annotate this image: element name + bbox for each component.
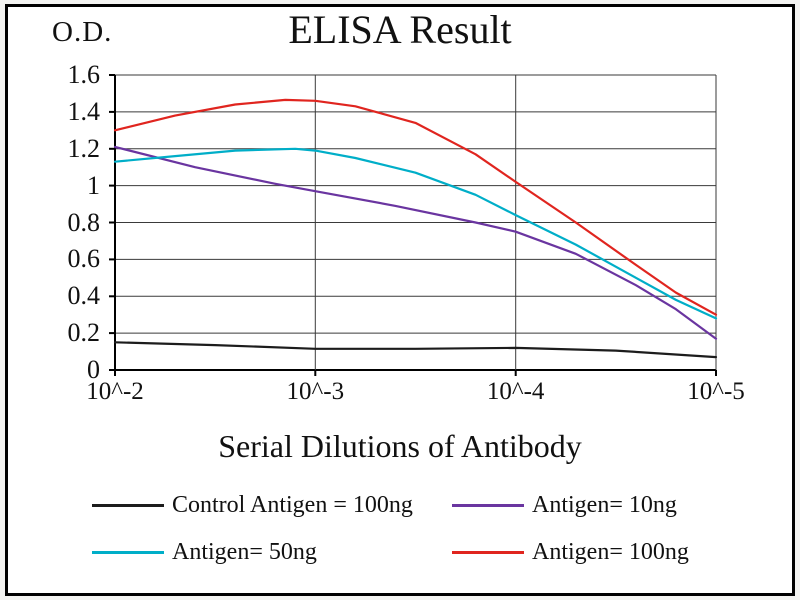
y-tick-label: 0.8: [67, 207, 101, 237]
legend-label: Antigen= 50ng: [172, 539, 317, 565]
legend-item-antigen-50ng: Antigen= 50ng: [92, 539, 452, 566]
y-tick-label: 0.4: [67, 281, 101, 311]
legend-item-antigen-100ng: Antigen= 100ng: [452, 539, 742, 566]
x-tick-label: 10^-5: [687, 378, 745, 405]
y-tick-label: 0.2: [67, 318, 101, 348]
legend-line-sample: [452, 504, 524, 507]
plot-area: [109, 74, 718, 376]
legend-line-sample: [452, 551, 524, 554]
legend-item-antigen-10ng: Antigen= 10ng: [452, 492, 742, 519]
x-axis-title: Serial Dilutions of Antibody: [218, 428, 582, 464]
y-tick-label: 0.6: [67, 244, 101, 274]
series-line-antigen-100ng: [113, 98, 718, 316]
y-tick-label: 1.6: [67, 60, 101, 89]
y-tick-label: 1.4: [67, 96, 101, 126]
y-tick-label: 0: [87, 355, 100, 384]
legend-label: Antigen= 10ng: [532, 492, 677, 518]
chart-frame: [5, 4, 795, 596]
y-tick-label: 1: [87, 170, 100, 200]
x-tick-label: 10^-2: [86, 378, 144, 405]
y-axis-title: O.D.: [52, 16, 113, 48]
series-line-control-antigen-100ng: [113, 341, 718, 359]
series-line-antigen-10ng: [113, 145, 718, 340]
x-tick-label: 10^-4: [486, 378, 545, 405]
chart-title: ELISA Result: [288, 7, 512, 52]
x-tick-label: 10^-3: [286, 378, 345, 405]
legend: Control Antigen = 100ng Antigen= 10ng An…: [92, 492, 742, 566]
legend-line-sample: [92, 504, 164, 507]
series-line-antigen-50ng: [113, 147, 718, 320]
legend-line-sample: [92, 551, 164, 554]
legend-label: Antigen= 100ng: [532, 539, 689, 565]
legend-label: Control Antigen = 100ng: [172, 492, 413, 518]
y-tick-label: 1.2: [67, 133, 101, 163]
legend-item-control-antigen-100ng: Control Antigen = 100ng: [92, 492, 452, 519]
plot-svg: [109, 74, 718, 376]
